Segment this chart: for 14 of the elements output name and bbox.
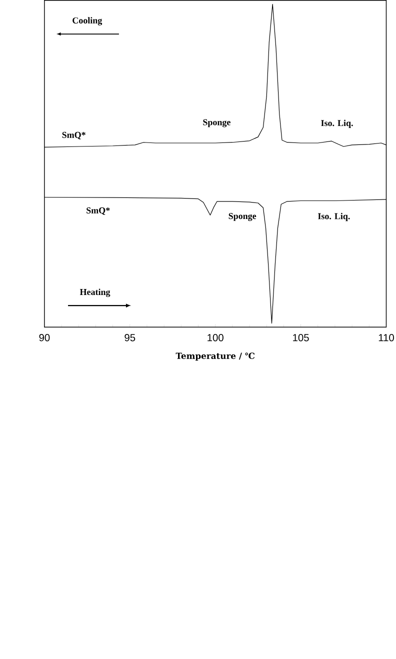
- annotation: Iso. Liq.: [320, 120, 353, 128]
- x-tick-label: 110: [378, 334, 394, 342]
- x-axis-title: Temperature / ℃: [176, 352, 254, 361]
- x-tick-label: 100: [207, 334, 224, 342]
- x-tick-label: 105: [292, 334, 309, 342]
- annotation: Iso. Liq.: [318, 212, 350, 222]
- annotation: Heating: [80, 288, 110, 297]
- annotation: Sponge: [203, 119, 230, 128]
- x-tick-label: 90: [39, 334, 50, 342]
- annotation: Cooling: [72, 17, 102, 26]
- annotation: SmQ*: [86, 207, 110, 215]
- x-tick-label: 95: [124, 334, 135, 342]
- annotation: Sponge: [228, 213, 256, 221]
- annotation: SmQ*: [62, 132, 86, 140]
